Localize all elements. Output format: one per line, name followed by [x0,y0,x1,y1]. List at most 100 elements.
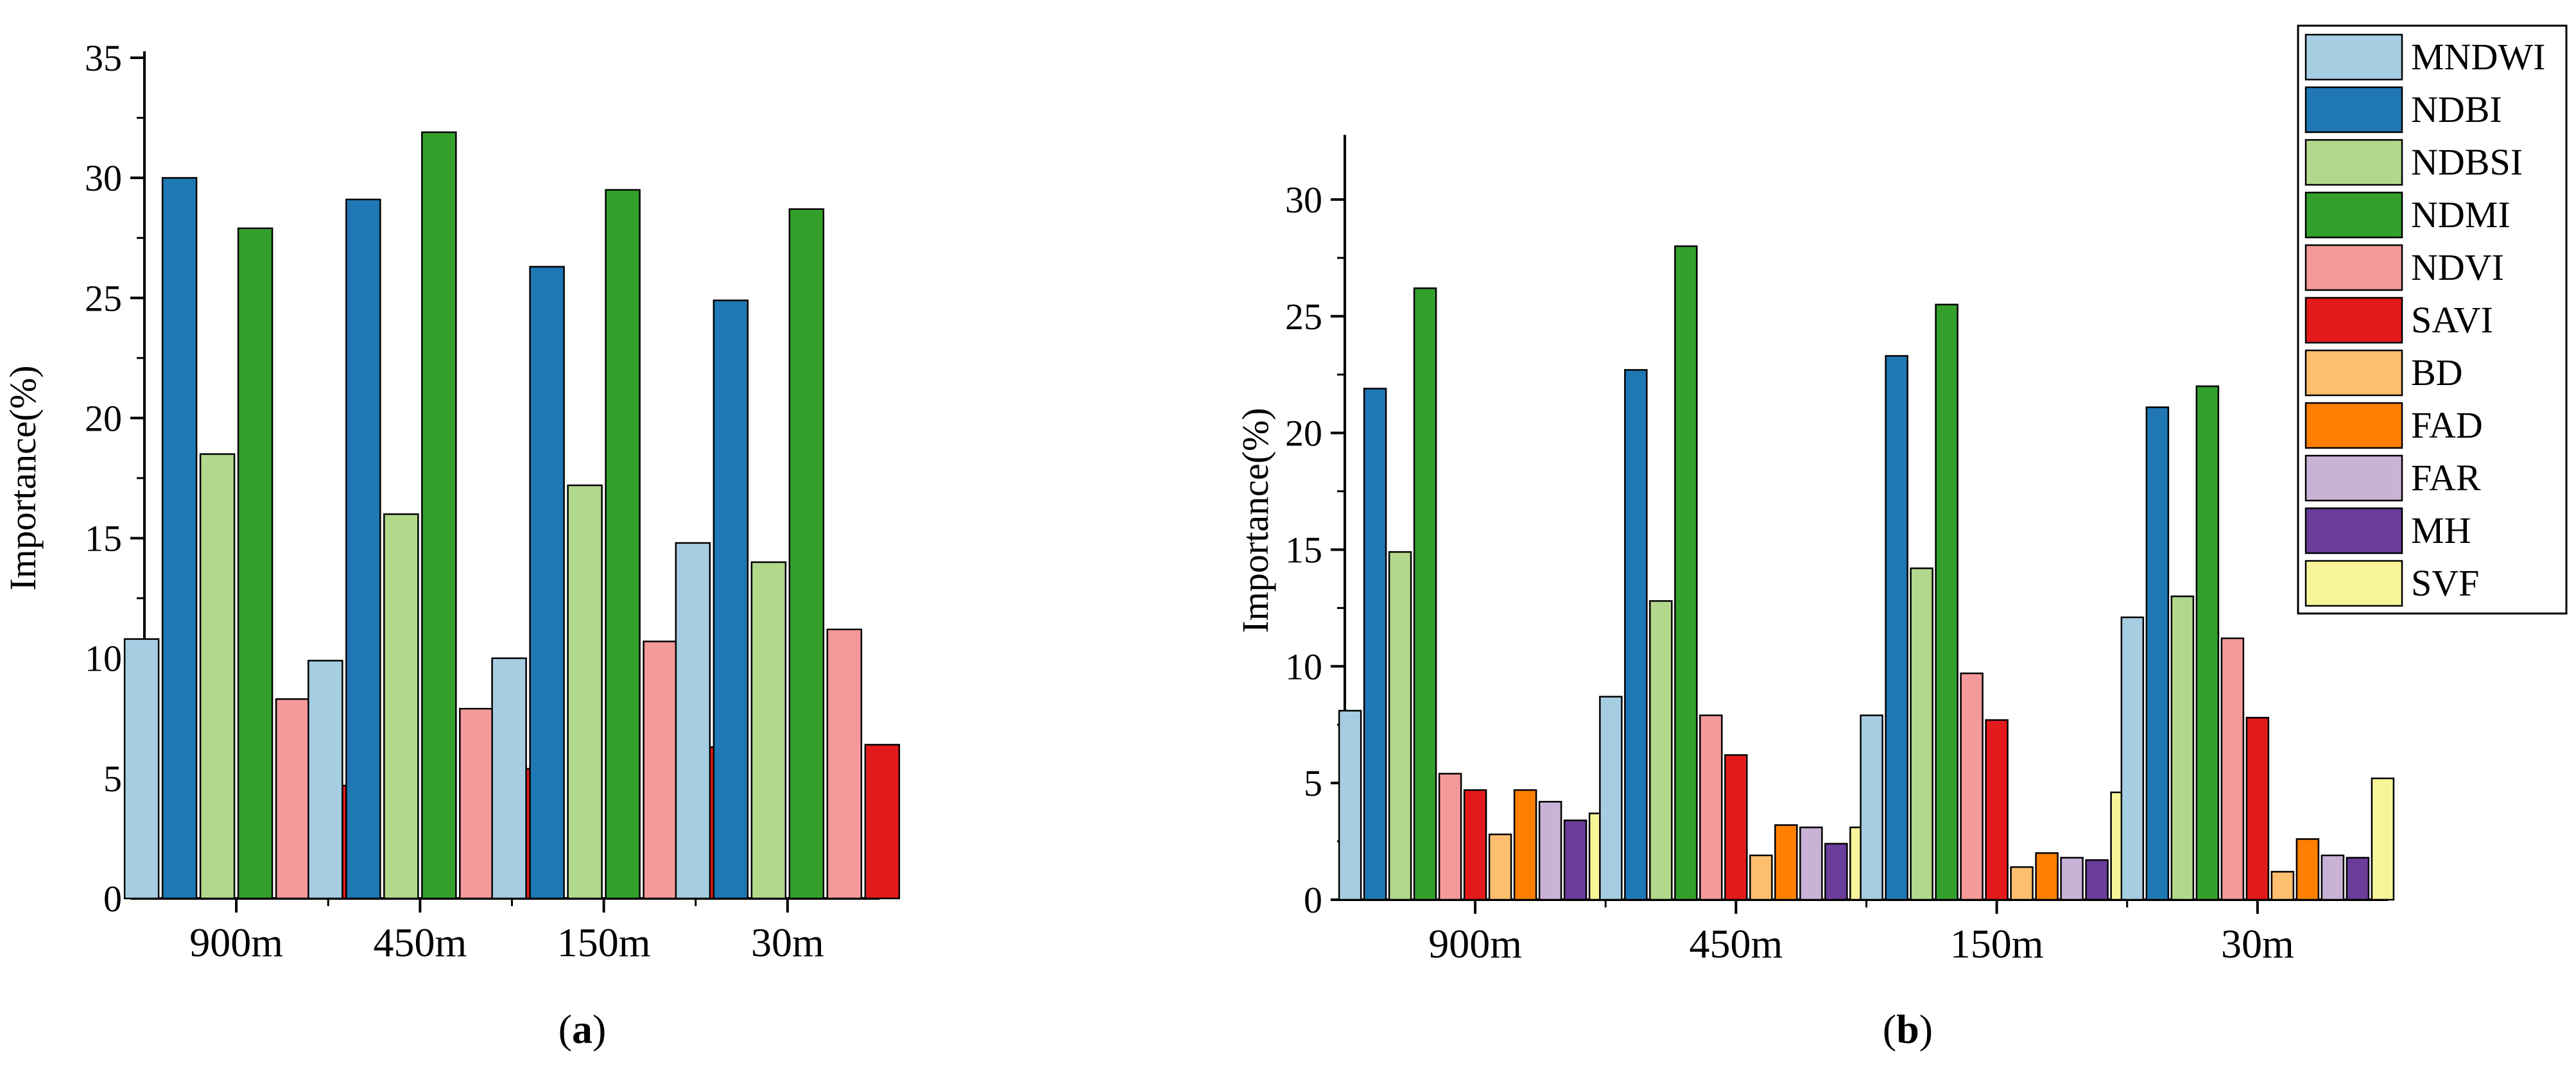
legend-swatch-savi [2304,296,2403,344]
y-tick-label: 15 [1285,529,1322,571]
bar-ndmi-900m [1413,287,1437,901]
bar-ndmi-30m [2195,385,2220,901]
bar-ndvi-30m [2220,637,2245,901]
bar-bd-450m [1749,854,1773,901]
bar-ndbi-900m [161,176,198,900]
bar-svf-30m [2371,777,2395,901]
y-tick-label: 30 [1285,179,1322,221]
bar-savi-150m [1985,719,2009,901]
bar-ndmi-150m [605,189,641,900]
legend-swatch-mndwi [2304,33,2403,81]
bar-ndvi-900m [275,698,311,900]
panel-label: (a) [558,1006,607,1052]
bar-mndwi-30m [2120,616,2145,901]
legend-label-savi: SAVI [2411,299,2493,341]
bar-ndbsi-900m [1388,551,1412,901]
legend-swatch-ndbi [2304,86,2403,133]
legend-swatch-ndvi [2304,244,2403,291]
y-tick-label: 5 [103,758,122,800]
bar-ndbsi-30m [2170,595,2195,901]
bar-mh-450m [1824,843,1848,901]
bar-ndbsi-30m [750,561,787,900]
y-tick-label: 25 [85,277,122,319]
legend-swatch-svf [2304,560,2403,607]
legend-swatch-far [2304,454,2403,502]
y-tick-label: 35 [85,37,122,79]
y-tick-label: 20 [85,397,122,439]
bar-ndbi-150m [1885,355,1908,901]
legend-label-fad: FAD [2411,404,2483,446]
bar-far-900m [1538,800,1562,901]
y-tick-label: 10 [85,638,122,680]
bar-mndwi-30m [675,542,711,900]
bar-ndvi-150m [1960,672,1984,901]
y-tick-label: 0 [1304,879,1322,921]
chart-b: 0 5 10 15 20 25 30 Importance(%) 900m 450m 150m 30m… [1234,135,2395,1052]
legend: MNDWI NDBI NDBSI NDMI NDVI SAVI BD FAD FAR MH SVF [2297,24,2568,615]
bar-ndmi-450m [421,131,457,900]
bar-savi-900m [1463,789,1487,901]
bar-ndvi-150m [643,640,679,900]
bar-mndwi-150m [491,657,527,900]
bar-ndvi-450m [459,708,495,900]
bar-fad-150m [2035,852,2059,901]
y-tick-label: 25 [1285,296,1322,338]
bar-savi-30m [864,744,901,900]
x-tick-label-30m: 30m [751,920,824,965]
bar-fad-450m [1774,824,1798,901]
legend-swatch-bd [2304,349,2403,397]
bar-ndbsi-150m [567,484,603,900]
bar-ndmi-150m [1935,304,1958,901]
legend-label-mh: MH [2411,510,2471,551]
bar-mh-900m [1563,820,1587,901]
bar-far-150m [2060,857,2084,901]
bar-mh-30m [2346,857,2370,901]
bar-far-30m [2321,854,2345,901]
y-tick-label: 0 [103,878,122,920]
bar-mndwi-150m [1860,714,1883,901]
bar-mndwi-450m [307,660,343,900]
legend-swatch-ndmi [2304,191,2403,239]
bar-savi-30m [2245,717,2270,901]
bar-mndwi-450m [1599,696,1623,901]
x-tick-label-30m: 30m [2221,921,2294,966]
x-tick-label-450m: 450m [1689,921,1783,966]
bar-ndbsi-450m [383,513,419,900]
bar-ndmi-900m [237,227,273,900]
panel-label: (b) [1883,1006,1933,1052]
legend-label-mndwi: MNDWI [2411,36,2545,78]
bar-mndwi-900m [1338,710,1362,901]
bar-bd-150m [2010,866,2034,901]
y-tick-label: 20 [1285,413,1322,454]
bar-savi-450m [1724,754,1748,901]
bar-ndbi-900m [1363,388,1387,901]
bar-fad-900m [1513,789,1537,901]
bar-ndbsi-150m [1910,567,1933,901]
y-tick-label: 5 [1304,762,1322,804]
y-axis-title: Importance(%) [2,365,44,590]
y-tick-label: 30 [85,157,122,199]
bar-ndbi-30m [713,299,749,900]
bar-ndvi-450m [1699,714,1723,901]
x-tick-label-150m: 150m [557,920,651,965]
bar-mh-150m [2085,859,2109,901]
x-tick-label-900m: 900m [1428,921,1522,966]
y-axis-title: Importance(%) [1234,408,1276,633]
legend-swatch-mh [2304,507,2403,554]
bar-ndvi-30m [826,628,863,900]
bar-fad-30m [2295,838,2320,901]
bar-ndbi-30m [2145,406,2170,901]
bar-ndbsi-450m [1649,600,1673,901]
legend-label-ndbi: NDBI [2411,89,2502,130]
legend-label-ndvi: NDVI [2411,246,2504,288]
bar-ndmi-30m [788,208,825,900]
legend-label-far: FAR [2411,457,2481,499]
x-tick-label-150m: 150m [1950,921,2044,966]
legend-label-bd: BD [2411,352,2463,393]
legend-label-ndmi: NDMI [2411,194,2511,236]
legend-label-svf: SVF [2411,562,2479,604]
legend-swatch-fad [2304,402,2403,449]
x-tick-label-900m: 900m [189,920,283,965]
bar-ndmi-450m [1674,245,1698,901]
